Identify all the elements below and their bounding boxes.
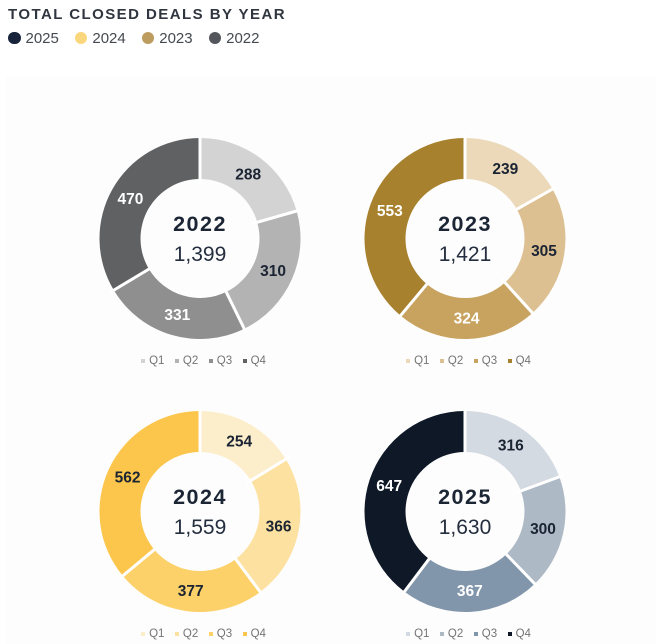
svg-text:2025: 2025 — [438, 485, 492, 509]
svg-text:288: 288 — [235, 167, 261, 184]
svg-text:2022: 2022 — [173, 212, 227, 236]
svg-text:647: 647 — [376, 478, 402, 495]
svg-text:366: 366 — [266, 518, 292, 535]
svg-text:562: 562 — [115, 469, 141, 486]
svg-text:1,630: 1,630 — [439, 516, 492, 539]
svg-text:324: 324 — [454, 310, 480, 327]
svg-text:377: 377 — [178, 583, 204, 600]
svg-text:2024: 2024 — [173, 485, 227, 509]
svg-text:316: 316 — [498, 438, 524, 455]
svg-text:310: 310 — [260, 263, 286, 280]
svg-text:239: 239 — [492, 161, 518, 178]
svg-text:553: 553 — [377, 203, 403, 220]
svg-text:367: 367 — [457, 583, 483, 600]
svg-text:1,399: 1,399 — [174, 243, 227, 266]
svg-text:470: 470 — [117, 191, 143, 208]
svg-text:305: 305 — [531, 243, 557, 260]
svg-text:331: 331 — [164, 307, 190, 324]
svg-text:254: 254 — [226, 434, 252, 451]
svg-text:300: 300 — [530, 521, 556, 538]
svg-text:1,559: 1,559 — [174, 516, 227, 539]
svg-text:1,421: 1,421 — [439, 243, 492, 266]
svg-text:2023: 2023 — [438, 212, 492, 236]
